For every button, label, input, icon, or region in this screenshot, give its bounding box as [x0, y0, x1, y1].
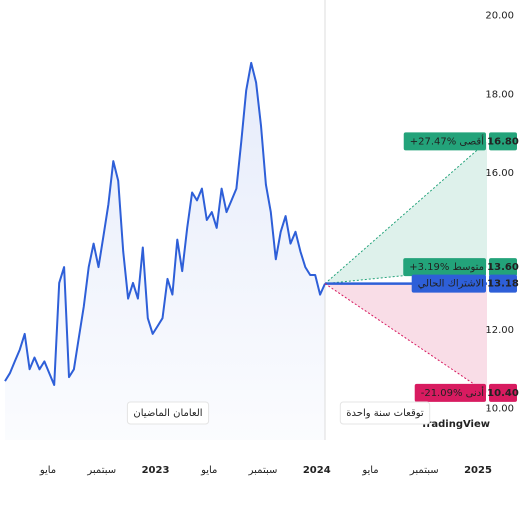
value-label: 13.60 — [487, 262, 519, 273]
x-tick-label: 2025 — [464, 465, 492, 476]
period-label: توقعات سنة واحدة — [346, 408, 424, 419]
x-tick-label: سبتمبر — [86, 465, 116, 476]
x-tick-label: مايو — [39, 465, 56, 476]
value-label: 16.80 — [487, 136, 519, 147]
logo: TradingView — [421, 419, 490, 430]
forecast-label: +27.47% أقصى — [410, 134, 484, 147]
x-tick-label: مايو — [200, 465, 217, 476]
y-tick-label: 20.00 — [485, 11, 514, 22]
y-tick-label: 18.00 — [485, 89, 514, 100]
forecast-label: -21.09% أدنى — [421, 386, 484, 399]
value-box — [489, 132, 517, 151]
label-box — [403, 132, 486, 151]
period-box — [126, 401, 210, 425]
forecast-line — [324, 283, 488, 394]
value-label: 13.18 — [487, 279, 519, 290]
forecast-label: +3.19% متوسط — [409, 262, 484, 273]
value-box — [489, 258, 517, 277]
price-line — [4, 61, 326, 386]
y-tick-label: 12.00 — [485, 325, 514, 336]
value-label: 10.40 — [487, 388, 519, 399]
period-box — [339, 401, 431, 425]
value-box — [489, 274, 517, 293]
y-tick-label: 16.00 — [485, 168, 514, 179]
label-box — [414, 383, 486, 402]
y-tick-label: 10.00 — [485, 404, 514, 415]
label-box — [403, 258, 486, 277]
forecast-label: الاشتراك الحالي — [418, 279, 484, 290]
x-tick-label: سبتمبر — [409, 465, 439, 476]
x-tick-label: 2024 — [303, 465, 331, 476]
label-box — [411, 274, 486, 293]
x-tick-label: سبتمبر — [248, 465, 278, 476]
x-tick-label: 2023 — [142, 465, 170, 476]
x-tick-label: مايو — [361, 465, 378, 476]
value-box — [489, 383, 517, 402]
period-label: العامان الماضيان — [133, 408, 202, 419]
area — [5, 62, 325, 441]
